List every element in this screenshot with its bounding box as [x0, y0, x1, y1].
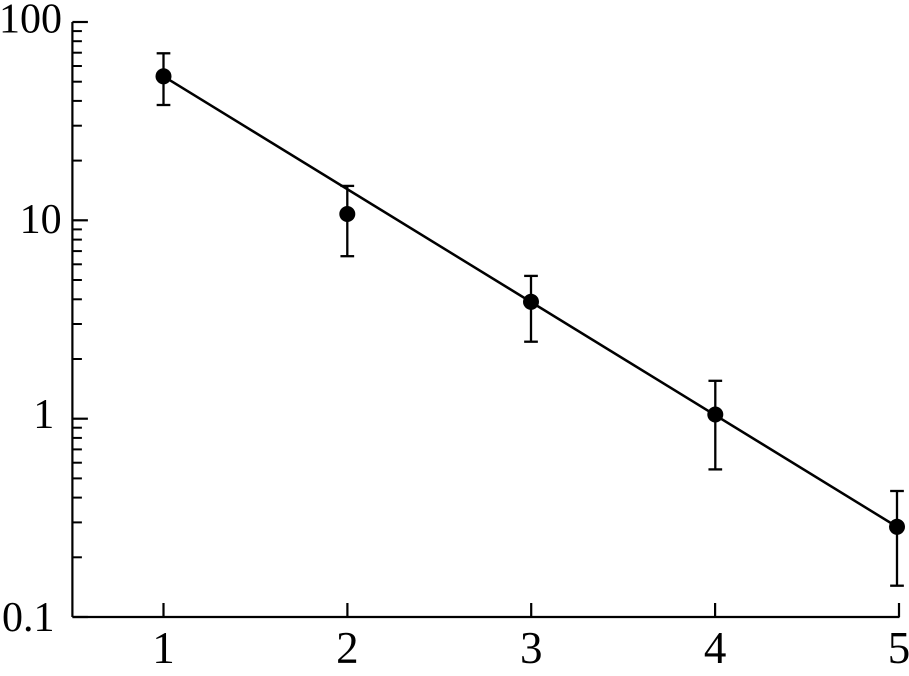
svg-text:3: 3	[520, 623, 543, 673]
svg-text:1: 1	[33, 392, 54, 438]
svg-text:0.1: 0.1	[2, 595, 55, 641]
svg-text:4: 4	[704, 623, 727, 673]
svg-text:10: 10	[20, 197, 62, 243]
svg-text:100: 100	[0, 0, 62, 43]
svg-text:5: 5	[888, 623, 909, 673]
svg-text:2: 2	[336, 623, 359, 673]
svg-text:1: 1	[152, 623, 175, 673]
